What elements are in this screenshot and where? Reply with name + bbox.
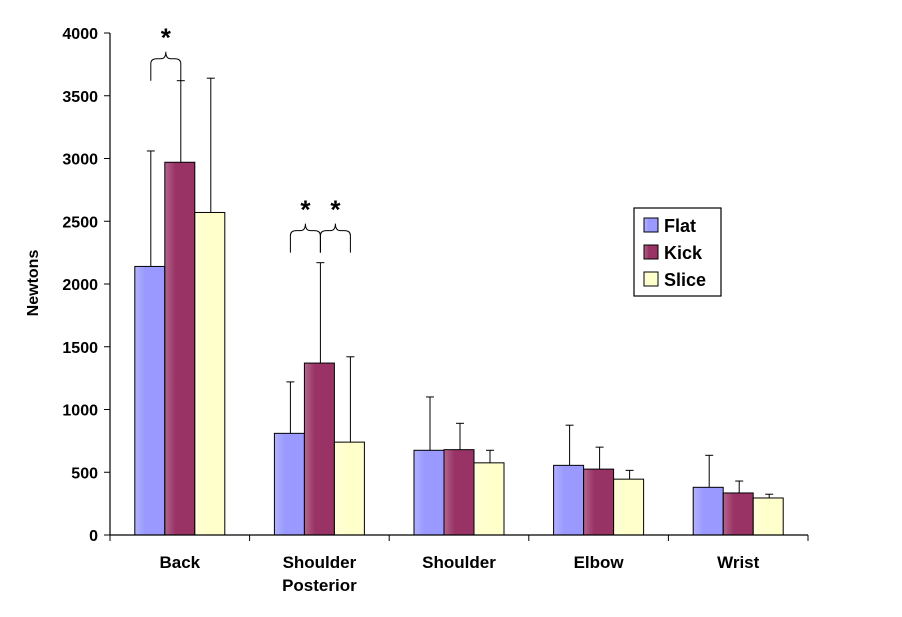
- bar-slice-0: [194, 211, 226, 536]
- x-tick-label-1-1: Posterior: [282, 576, 357, 595]
- y-tick-label-4000: 4000: [62, 26, 98, 43]
- bar-kick-4: [722, 492, 754, 536]
- bar-kick-1: [303, 362, 335, 536]
- y-tick-label-2000: 2000: [62, 277, 98, 294]
- legend: Flat Kick Slice: [633, 207, 722, 297]
- legend-label-slice: Slice: [664, 270, 706, 290]
- bar-kick-0: [164, 161, 196, 536]
- bars-layer: [134, 161, 784, 536]
- bar-slice-1: [333, 441, 365, 536]
- bar-flat-3: [553, 464, 585, 536]
- axes-layer: 0 500 1000 1500 2000 2500 3000 3500 4000 Back Shou…: [62, 26, 809, 595]
- y-tick-label-0: 0: [89, 528, 98, 545]
- x-tick-label-0-0: Back: [159, 553, 200, 572]
- bar-kick-2: [443, 449, 475, 536]
- significance-star-0: *: [161, 23, 172, 53]
- bar-flat-0: [134, 265, 166, 536]
- significance-bracket-2: [319, 223, 351, 253]
- error-bars-layer: [146, 77, 774, 498]
- significance-star-2: *: [330, 195, 341, 225]
- y-tick-label-1000: 1000: [62, 403, 98, 420]
- x-tick-label-4-0: Wrist: [717, 553, 760, 572]
- bar-slice-4: [752, 497, 784, 536]
- x-tick-label-3-0: Elbow: [574, 553, 625, 572]
- significance-bracket-1: [289, 223, 321, 253]
- y-axis-title: Newtons: [25, 250, 42, 317]
- y-tick-label-1500: 1500: [62, 340, 98, 357]
- y-tick-label-3000: 3000: [62, 152, 98, 169]
- legend-swatch-slice: [643, 271, 659, 287]
- x-tick-label-1-0: Shoulder: [283, 553, 357, 572]
- legend-swatch-kick: [643, 244, 659, 260]
- y-tick-label-500: 500: [71, 465, 98, 482]
- bar-flat-1: [273, 432, 305, 536]
- x-tick-label-2-0: Shoulder: [422, 553, 496, 572]
- significance-layer: * * *: [150, 23, 351, 253]
- bar-flat-4: [692, 486, 724, 536]
- y-tick-label-3500: 3500: [62, 89, 98, 106]
- bar-kick-3: [583, 468, 615, 536]
- y-tick-label-2500: 2500: [62, 214, 98, 231]
- bar-slice-2: [473, 462, 505, 536]
- legend-label-kick: Kick: [664, 243, 703, 263]
- significance-star-1: *: [300, 195, 311, 225]
- bar-slice-3: [613, 478, 645, 536]
- bar-flat-2: [413, 449, 445, 536]
- legend-label-flat: Flat: [664, 216, 696, 236]
- legend-swatch-flat: [643, 217, 659, 233]
- significance-bracket-0: [150, 51, 182, 81]
